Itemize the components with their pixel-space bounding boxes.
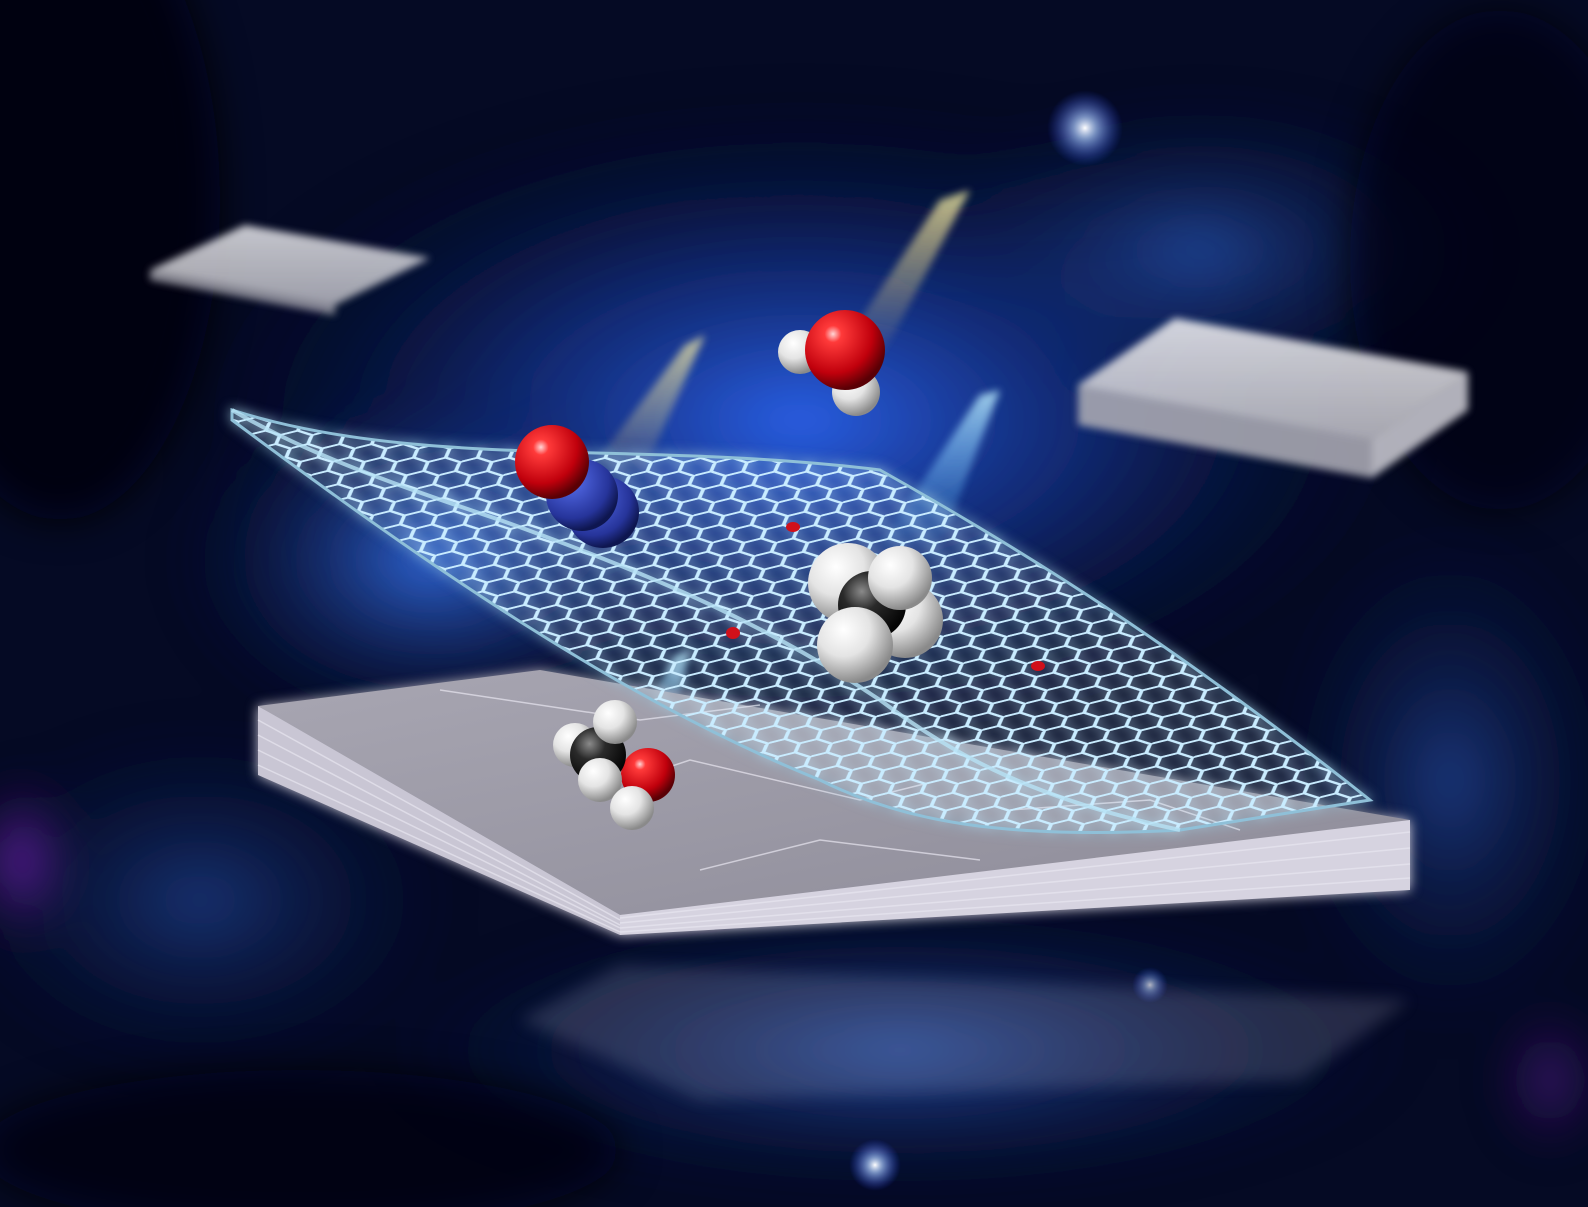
floating-graphite-flake: [150, 225, 430, 315]
water-molecule: [778, 310, 885, 416]
defect-site: [786, 522, 800, 532]
graphene-sheet: [230, 407, 1374, 835]
light-beam-yellow: [840, 190, 970, 360]
graphite-substrate: [257, 670, 1411, 935]
star-icon: [1047, 90, 1123, 166]
methanol-molecule: [553, 700, 675, 830]
defect-site: [726, 627, 740, 639]
light-beam-yellow: [590, 335, 705, 480]
substrate-reflection: [520, 965, 1410, 1100]
star-icon: [849, 1139, 901, 1191]
defect-site: [1031, 661, 1045, 671]
floating-graphite-flake: [1078, 318, 1468, 478]
defect-site-markers: [726, 522, 1045, 671]
methane-molecule: [808, 543, 943, 683]
nitrogen-dioxide-molecule: [515, 425, 639, 548]
